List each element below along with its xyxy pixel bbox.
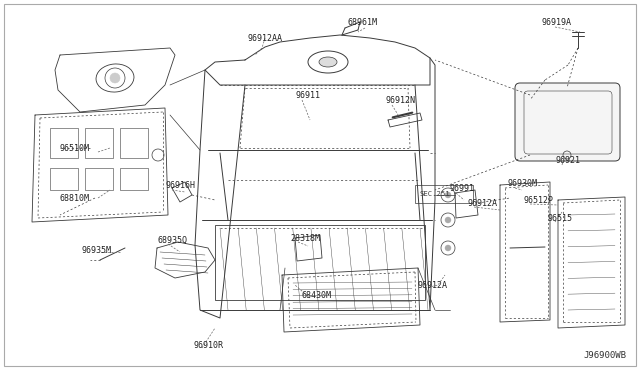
Text: 96919A: 96919A bbox=[542, 17, 572, 26]
Text: SEC.251: SEC.251 bbox=[419, 191, 450, 197]
Circle shape bbox=[110, 73, 120, 83]
Bar bbox=[50, 128, 78, 158]
Text: 68430M: 68430M bbox=[302, 291, 332, 299]
Text: 96912N: 96912N bbox=[385, 96, 415, 105]
FancyArrowPatch shape bbox=[393, 113, 412, 117]
Text: 96916H: 96916H bbox=[165, 180, 195, 189]
Text: 96912AA: 96912AA bbox=[248, 33, 283, 42]
Circle shape bbox=[445, 245, 451, 251]
Text: 96991: 96991 bbox=[449, 183, 474, 192]
Text: 96910R: 96910R bbox=[193, 340, 223, 350]
Text: J96900WB: J96900WB bbox=[583, 351, 626, 360]
Text: 96912A: 96912A bbox=[418, 280, 448, 289]
Text: 68810M: 68810M bbox=[60, 193, 90, 202]
Text: 68935Q: 68935Q bbox=[158, 235, 188, 244]
Circle shape bbox=[445, 192, 451, 198]
Bar bbox=[415, 185, 473, 203]
Bar bbox=[215, 225, 425, 300]
Text: 68961M: 68961M bbox=[348, 17, 378, 26]
Bar bbox=[85, 168, 113, 190]
FancyBboxPatch shape bbox=[515, 83, 620, 161]
Bar bbox=[120, 128, 148, 158]
Text: 96512P: 96512P bbox=[523, 196, 553, 205]
Bar bbox=[85, 128, 113, 158]
Bar bbox=[50, 168, 78, 190]
Text: 96515: 96515 bbox=[548, 214, 573, 222]
Circle shape bbox=[445, 217, 451, 223]
Bar bbox=[120, 168, 148, 190]
Text: 96921: 96921 bbox=[555, 155, 580, 164]
Text: 96912A: 96912A bbox=[467, 199, 497, 208]
Text: 28318M: 28318M bbox=[290, 234, 320, 243]
Text: 96911: 96911 bbox=[295, 90, 320, 99]
Text: 96510M: 96510M bbox=[60, 144, 90, 153]
Ellipse shape bbox=[319, 57, 337, 67]
Text: 96935M: 96935M bbox=[82, 246, 112, 254]
Text: 96930M: 96930M bbox=[508, 179, 538, 187]
